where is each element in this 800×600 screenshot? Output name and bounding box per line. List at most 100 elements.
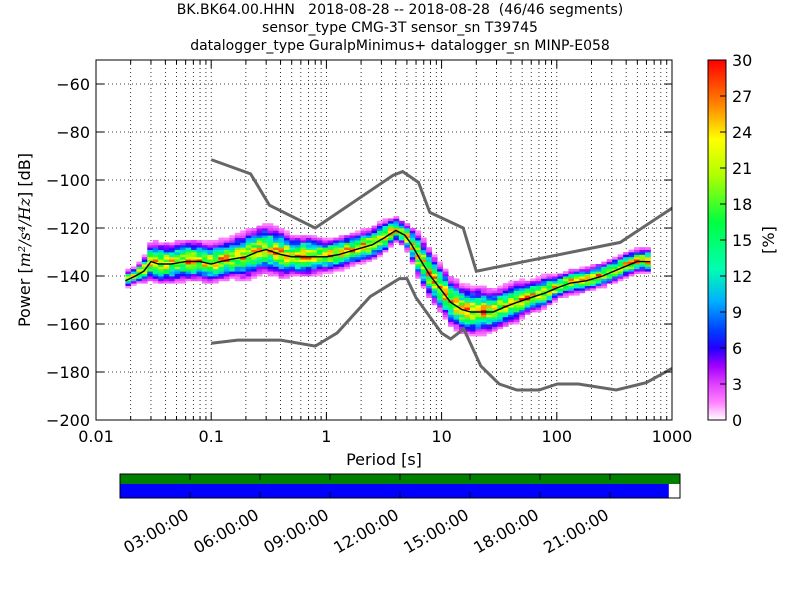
heatmap-cell bbox=[147, 278, 154, 282]
heatmap-cell bbox=[229, 256, 236, 260]
heatmap-cell bbox=[355, 244, 361, 248]
heatmap-cell bbox=[535, 297, 542, 301]
heatmap-cell bbox=[245, 249, 252, 253]
heatmap-cell bbox=[508, 295, 515, 298]
heatmap-cell bbox=[579, 278, 586, 282]
heatmap-cell bbox=[191, 244, 197, 248]
heatmap-cell bbox=[623, 252, 629, 255]
heatmap-cell bbox=[196, 244, 203, 248]
heatmap-cell bbox=[169, 261, 176, 265]
heatmap-cell bbox=[284, 252, 290, 255]
heatmap-cell bbox=[546, 276, 553, 279]
heatmap-cell bbox=[541, 295, 547, 298]
heatmap-cell bbox=[311, 264, 318, 267]
heatmap-cell bbox=[147, 244, 154, 248]
heatmap-cell bbox=[366, 242, 372, 246]
heatmap-cell bbox=[508, 314, 515, 318]
heatmap-cell bbox=[409, 235, 416, 238]
heatmap-cell bbox=[426, 288, 433, 291]
heatmap-cell bbox=[595, 283, 602, 286]
heatmap-cell bbox=[349, 261, 356, 265]
heatmap-cell bbox=[169, 249, 176, 253]
heatmap-cell bbox=[207, 244, 214, 248]
heatmap-cell bbox=[464, 326, 471, 330]
heatmap-cell bbox=[623, 271, 629, 274]
heatmap-cell bbox=[289, 266, 296, 270]
heatmap-cell bbox=[617, 254, 624, 258]
time-tick-label: 18:00:00 bbox=[470, 505, 542, 557]
heatmap-cell bbox=[420, 247, 427, 250]
heatmap-cell bbox=[431, 278, 438, 282]
heatmap-cell bbox=[284, 242, 290, 246]
heatmap-cell bbox=[568, 288, 575, 291]
heatmap-cell bbox=[409, 252, 416, 255]
heatmap-cell bbox=[464, 295, 471, 298]
heatmap-cell bbox=[229, 259, 236, 262]
heatmap-cell bbox=[278, 254, 285, 258]
heatmap-cell bbox=[513, 300, 520, 303]
heatmap-cell bbox=[344, 244, 351, 248]
heatmap-cell bbox=[207, 268, 214, 272]
heatmap-cell bbox=[163, 271, 170, 274]
heatmap-cell bbox=[382, 230, 389, 234]
heatmap-cell bbox=[284, 230, 290, 234]
heatmap-cell bbox=[464, 331, 471, 334]
heatmap-cell bbox=[305, 271, 312, 274]
heatmap-cell bbox=[601, 264, 608, 267]
colorbar-tick-label: 15 bbox=[732, 231, 752, 250]
heatmap-cell bbox=[240, 276, 247, 279]
heatmap-cell bbox=[196, 278, 203, 282]
heatmap-cell bbox=[404, 235, 411, 238]
heatmap-cell bbox=[355, 240, 361, 243]
heatmap-cell bbox=[256, 240, 263, 243]
heatmap-cell bbox=[207, 273, 214, 277]
heatmap-cell bbox=[453, 309, 460, 313]
heatmap-cell bbox=[639, 249, 646, 253]
heatmap-cell bbox=[546, 300, 553, 303]
heatmap-cell bbox=[130, 278, 137, 282]
heatmap-cell bbox=[147, 268, 154, 272]
heatmap-cell bbox=[595, 271, 602, 274]
heatmap-cell bbox=[628, 266, 635, 270]
heatmap-cell bbox=[475, 309, 482, 313]
heatmap-cell bbox=[382, 240, 389, 243]
heatmap-cell bbox=[448, 304, 454, 308]
heatmap-cell bbox=[486, 331, 493, 334]
heatmap-cell bbox=[180, 280, 186, 284]
heatmap-cell bbox=[644, 256, 651, 260]
noise-models bbox=[210, 158, 672, 392]
heatmap-cell bbox=[508, 297, 515, 301]
heatmap-cell bbox=[508, 285, 515, 289]
heatmap-cell bbox=[355, 259, 361, 262]
heatmap-cell bbox=[508, 302, 515, 306]
heatmap-cell bbox=[426, 280, 433, 284]
heatmap-cell bbox=[502, 300, 509, 303]
heatmap-cell bbox=[174, 244, 181, 248]
heatmap-cell bbox=[251, 276, 258, 279]
heatmap-cell bbox=[415, 230, 422, 234]
heatmap-cell bbox=[338, 237, 345, 241]
heatmap-cell bbox=[344, 252, 351, 255]
heatmap-cell bbox=[196, 261, 203, 265]
heatmap-cell bbox=[300, 237, 307, 241]
heatmap-cell bbox=[273, 256, 279, 260]
heatmap-cell bbox=[152, 242, 159, 246]
heatmap-cell bbox=[464, 328, 471, 332]
heatmap-cell bbox=[480, 321, 487, 325]
heatmap-cell bbox=[240, 256, 247, 260]
heatmap-cell bbox=[223, 278, 230, 282]
heatmap-cell bbox=[491, 290, 498, 294]
heatmap-cell bbox=[273, 259, 279, 262]
heatmap-cell bbox=[415, 259, 422, 262]
heatmap-cell bbox=[262, 244, 269, 248]
heatmap-cell bbox=[294, 254, 301, 258]
heatmap-cell bbox=[174, 271, 181, 274]
heatmap-cell bbox=[398, 237, 405, 241]
heatmap-cell bbox=[398, 235, 405, 238]
heatmap-cell bbox=[448, 300, 454, 303]
heatmap-cell bbox=[437, 292, 444, 296]
heatmap-cell bbox=[338, 266, 345, 270]
heatmap-cell bbox=[136, 264, 143, 267]
heatmap-cell bbox=[174, 242, 181, 246]
heatmap-cell bbox=[491, 300, 498, 303]
